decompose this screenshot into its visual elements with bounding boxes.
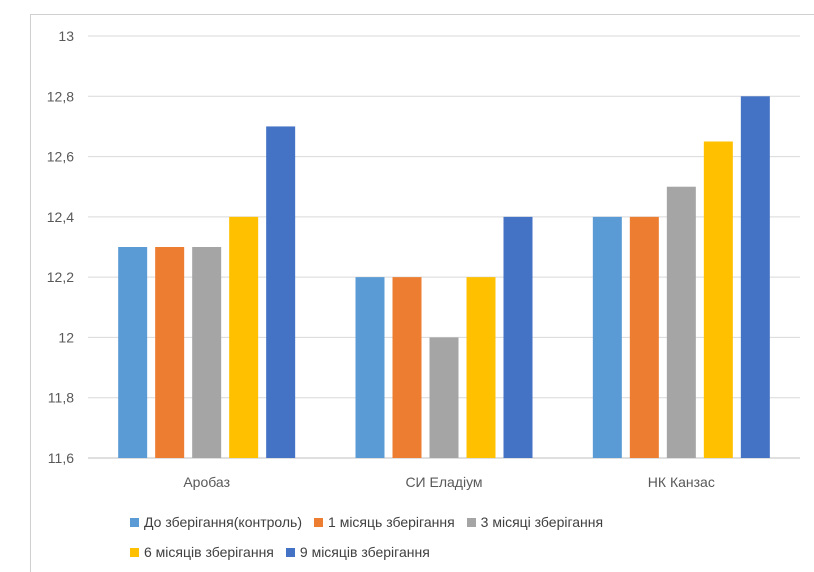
bar — [155, 247, 185, 458]
bar — [629, 216, 659, 458]
legend-swatch — [285, 547, 295, 557]
legend-swatch — [130, 547, 139, 557]
bar — [740, 96, 770, 459]
bar — [703, 141, 733, 458]
legend-item: До зберігання(контроль) — [130, 514, 302, 530]
bar — [392, 277, 422, 458]
y-tick-label: 11,8 — [48, 390, 74, 406]
x-category-label: Аробаз — [183, 474, 230, 490]
bar — [466, 277, 496, 458]
legend-item: 3 місяці зберігання — [466, 514, 604, 530]
bar — [592, 216, 622, 458]
x-category-label: СИ Еладіум — [405, 474, 482, 490]
legend: До зберігання(контроль) 1 місяць зберіган… — [130, 511, 730, 571]
bar — [118, 247, 148, 458]
bar — [503, 216, 533, 458]
y-tick-label: 12 — [58, 329, 74, 345]
legend-swatch — [466, 517, 476, 527]
legend-row: 6 місяців зберігання 9 місяців зберігання — [130, 541, 730, 563]
y-tick-label: 12,4 — [47, 209, 74, 225]
legend-item: 9 місяців зберігання — [285, 544, 430, 560]
bar — [229, 216, 259, 458]
y-tick-label: 12,8 — [47, 88, 74, 104]
legend-swatch — [130, 517, 139, 527]
legend-label: 3 місяці зберігання — [480, 514, 604, 530]
bars — [118, 96, 770, 459]
legend-row: До зберігання(контроль) 1 місяць зберіган… — [130, 511, 730, 533]
y-tick-label: 13 — [58, 28, 74, 44]
y-tick-label: 11,6 — [48, 450, 74, 466]
chart-frame — [30, 14, 814, 572]
bar-chart: 11,6 11,8 12 12,2 12,4 12,6 12,8 13 Аробаз СИ Ел… — [47, 28, 800, 490]
legend-label: 9 місяців зберігання — [299, 544, 430, 560]
bar — [429, 337, 459, 458]
legend-swatch — [314, 517, 324, 527]
bar — [355, 277, 385, 458]
legend-item: 6 місяців зберігання — [130, 544, 274, 560]
y-tick-label: 12,2 — [47, 269, 74, 285]
bar — [266, 126, 296, 458]
legend-label: 1 місяць зберігання — [328, 514, 455, 530]
y-tick-label: 12,6 — [47, 149, 74, 165]
bar — [666, 186, 696, 458]
x-category-label: НК Канзас — [648, 474, 715, 490]
legend-label: До зберігання(контроль) — [144, 514, 303, 530]
y-axis-ticks: 11,6 11,8 12 12,2 12,4 12,6 12,8 13 — [47, 28, 74, 466]
legend-label: 6 місяців зберігання — [144, 544, 274, 560]
legend-item: 1 місяць зберігання — [314, 514, 455, 530]
x-axis-categories: Аробаз СИ Еладіум НК Канзас — [183, 474, 715, 490]
bar — [192, 247, 222, 458]
